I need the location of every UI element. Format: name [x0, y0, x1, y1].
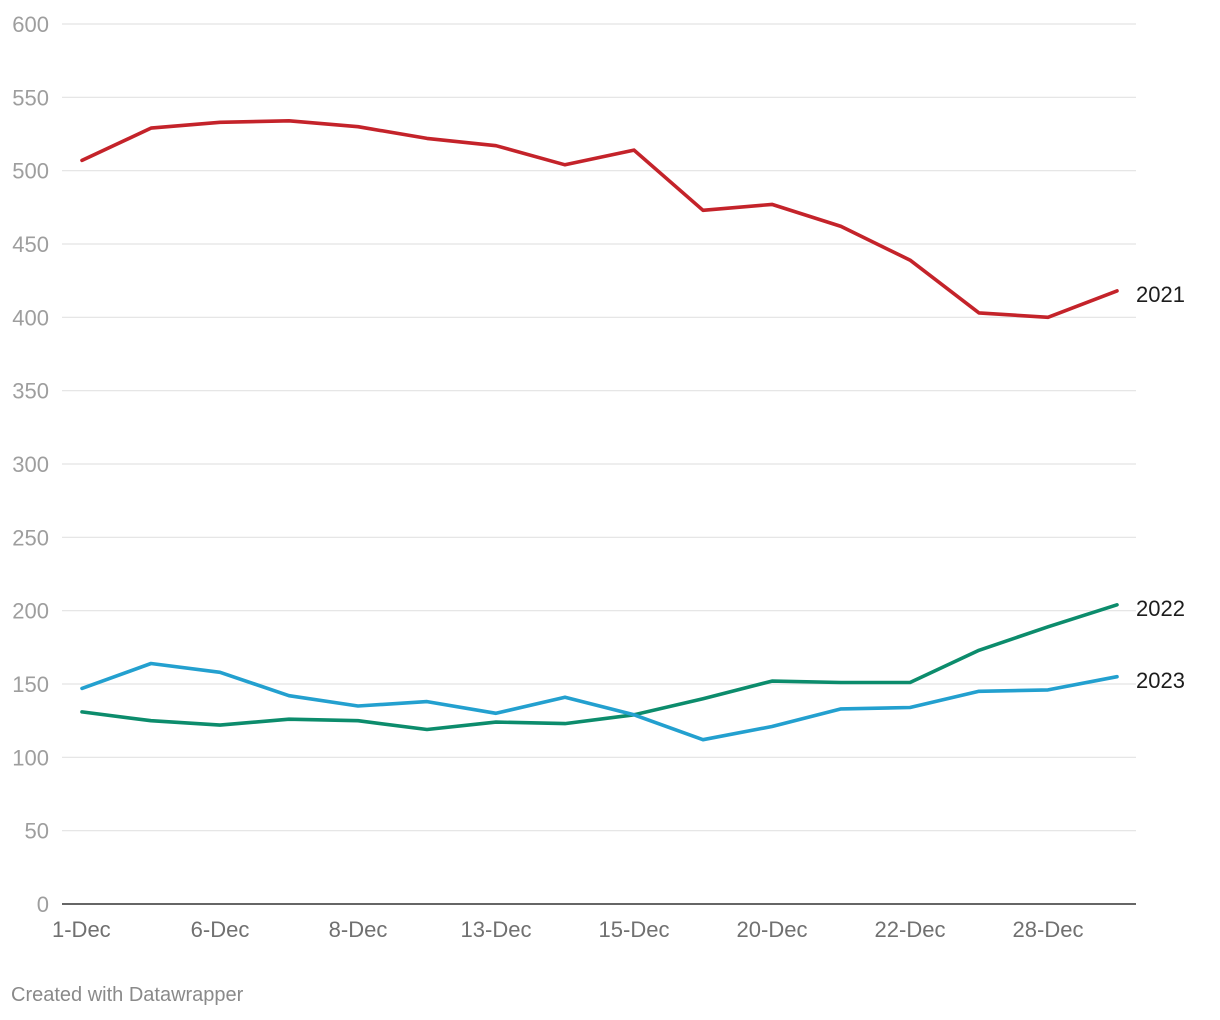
- y-tick-label: 50: [25, 819, 49, 844]
- y-tick-label: 450: [12, 232, 49, 257]
- y-tick-label: 600: [12, 12, 49, 37]
- y-tick-label: 0: [37, 892, 49, 917]
- y-axis: 0 50 100 150 200 250 300 350 400 450 500 550 600: [12, 12, 49, 917]
- y-tick-label: 200: [12, 599, 49, 624]
- x-tick-label: 22-Dec: [875, 917, 946, 942]
- gridlines: [62, 23, 1136, 905]
- x-tick-label: 28-Dec: [1013, 917, 1084, 942]
- x-tick-label: 1-Dec: [52, 917, 111, 942]
- y-tick-label: 250: [12, 525, 49, 550]
- series-label-2021: 2021: [1136, 282, 1185, 307]
- y-tick-label: 500: [12, 159, 49, 184]
- x-tick-label: 8-Dec: [329, 917, 388, 942]
- x-tick-label: 13-Dec: [461, 917, 532, 942]
- y-tick-label: 100: [12, 745, 49, 770]
- x-tick-label: 6-Dec: [191, 917, 250, 942]
- x-tick-label: 20-Dec: [737, 917, 808, 942]
- y-tick-label: 150: [12, 672, 49, 697]
- series-line-2022: [80, 602, 1119, 732]
- series-label-2022: 2022: [1136, 596, 1185, 621]
- y-tick-label: 300: [12, 452, 49, 477]
- series-labels: 2021 2022 2023: [1136, 282, 1185, 693]
- series-lines: [80, 119, 1119, 742]
- series-label-2023: 2023: [1136, 668, 1185, 693]
- series-line-2023: [80, 661, 1119, 742]
- y-tick-label: 550: [12, 85, 49, 110]
- y-tick-label: 400: [12, 305, 49, 330]
- footer-credit: Created with Datawrapper: [11, 984, 244, 1006]
- y-tick-label: 350: [12, 379, 49, 404]
- series-line-2021: [80, 119, 1119, 320]
- x-axis: 1-Dec 6-Dec 8-Dec 13-Dec 15-Dec 20-Dec 22-Dec 2…: [52, 917, 1083, 942]
- x-tick-label: 15-Dec: [599, 917, 670, 942]
